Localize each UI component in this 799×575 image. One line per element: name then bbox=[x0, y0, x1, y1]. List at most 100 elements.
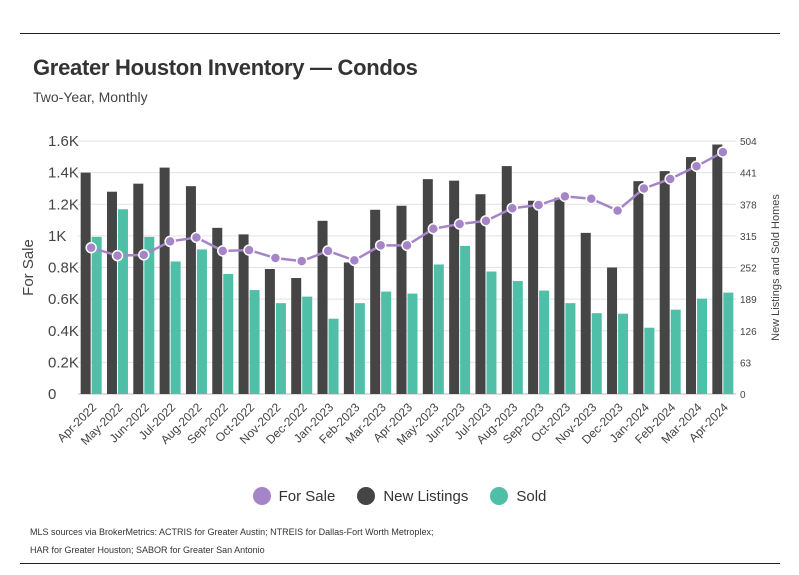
y2-tick-label: 63 bbox=[740, 358, 752, 369]
y2-tick-label: 189 bbox=[740, 295, 757, 306]
bar-sold bbox=[381, 291, 392, 394]
bar-sold bbox=[249, 290, 260, 394]
bar-new-listings bbox=[396, 205, 407, 394]
bar-sold bbox=[91, 236, 102, 394]
bar-new-listings bbox=[633, 181, 644, 394]
bar-sold bbox=[670, 309, 681, 394]
point-for-sale bbox=[322, 245, 334, 257]
legend-swatch-new-listings bbox=[357, 487, 376, 505]
bar-new-listings bbox=[370, 209, 381, 394]
bar-sold bbox=[275, 303, 286, 394]
point-for-sale bbox=[374, 239, 387, 252]
legend-swatch-for-sale bbox=[252, 487, 271, 505]
bar-sold bbox=[644, 327, 655, 394]
bar-sold bbox=[170, 261, 181, 394]
y2-tick-label: 378 bbox=[740, 200, 757, 211]
bar-new-listings bbox=[528, 200, 539, 394]
bar-new-listings bbox=[501, 166, 512, 394]
point-for-sale bbox=[138, 249, 150, 261]
point-for-sale bbox=[401, 239, 413, 252]
legend-item-sold: Sold bbox=[490, 487, 546, 505]
legend-item-for-sale: For Sale bbox=[252, 487, 335, 505]
point-for-sale bbox=[506, 202, 519, 214]
bar-sold bbox=[144, 236, 155, 394]
bar-new-listings bbox=[712, 144, 723, 394]
point-for-sale bbox=[164, 235, 176, 248]
bar-sold bbox=[302, 296, 313, 394]
point-for-sale bbox=[611, 204, 624, 217]
bar-new-listings bbox=[291, 278, 302, 394]
bar-new-listings bbox=[212, 227, 223, 394]
bar-new-listings bbox=[106, 191, 117, 394]
top-rule bbox=[20, 33, 780, 34]
bar-new-listings bbox=[475, 194, 486, 394]
bar-new-listings bbox=[449, 180, 460, 394]
point-for-sale bbox=[190, 231, 203, 244]
bar-sold bbox=[539, 290, 550, 394]
point-for-sale bbox=[690, 160, 703, 173]
bar-new-listings bbox=[238, 234, 249, 394]
bar-new-listings bbox=[133, 183, 144, 394]
legend-swatch-sold bbox=[490, 487, 509, 505]
y-tick-label: 0.4K bbox=[48, 323, 79, 340]
bar-sold bbox=[460, 245, 471, 394]
point-for-sale bbox=[717, 146, 729, 158]
y2-tick-label: 126 bbox=[740, 327, 757, 338]
y-tick-label: 0.6K bbox=[48, 291, 79, 308]
y2-tick-label: 441 bbox=[740, 169, 757, 180]
y-tick-label: 1.6K bbox=[48, 133, 79, 150]
bar-new-listings bbox=[185, 186, 196, 394]
bar-sold bbox=[591, 313, 602, 394]
point-for-sale bbox=[453, 218, 466, 230]
legend-label-new-listings: New Listings bbox=[383, 487, 469, 505]
bottom-rule bbox=[20, 563, 780, 564]
point-for-sale bbox=[85, 241, 97, 254]
bar-sold bbox=[117, 209, 128, 394]
y2-tick-label: 252 bbox=[740, 264, 757, 275]
bar-new-listings bbox=[80, 172, 91, 394]
bar-new-listings bbox=[607, 267, 618, 394]
chart: 0 0.2K 0.4K 0.6K 0.8K 1K 1.2K 1.4K 1.6K 0 63 126 189… bbox=[20, 133, 782, 448]
bar-sold bbox=[697, 298, 708, 394]
point-for-sale bbox=[295, 255, 308, 267]
bar-sold bbox=[486, 271, 497, 394]
y-tick-label: 0 bbox=[48, 386, 56, 403]
y-tick-label: 1.2K bbox=[48, 196, 79, 213]
y-tick-label: 1.4K bbox=[48, 165, 79, 182]
bar-new-listings bbox=[159, 167, 170, 394]
bar-sold bbox=[565, 303, 576, 394]
y2-tick-label: 504 bbox=[740, 137, 757, 148]
source-note: MLS sources via BrokerMetrics: ACTRIS fo… bbox=[30, 527, 434, 555]
point-for-sale bbox=[243, 244, 255, 256]
bar-sold bbox=[723, 292, 734, 394]
point-for-sale bbox=[348, 254, 361, 267]
y2-tick-label: 315 bbox=[740, 232, 757, 243]
point-for-sale bbox=[638, 182, 650, 195]
page-title: Greater Houston Inventory — Condos bbox=[33, 55, 418, 80]
point-for-sale bbox=[111, 249, 124, 262]
y-tick-label: 1K bbox=[48, 228, 66, 245]
bar-new-listings bbox=[580, 232, 591, 394]
point-for-sale bbox=[532, 199, 545, 211]
legend-item-new-listings: New Listings bbox=[357, 487, 468, 505]
point-for-sale bbox=[664, 173, 676, 185]
bar-sold bbox=[512, 281, 523, 394]
y2-axis-title: New Listings and Sold Homes bbox=[770, 194, 782, 341]
bar-sold bbox=[354, 303, 365, 394]
legend: For Sale New Listings Sold bbox=[0, 487, 799, 505]
point-for-sale bbox=[217, 245, 229, 257]
bar-sold bbox=[196, 249, 207, 394]
bar-sold bbox=[433, 264, 444, 394]
bar-new-listings bbox=[422, 179, 433, 394]
bar-new-listings bbox=[264, 269, 275, 394]
bar-sold bbox=[407, 293, 418, 394]
bar-sold bbox=[223, 274, 234, 394]
y-axis-title: For Sale bbox=[20, 239, 37, 296]
bar-sold bbox=[328, 318, 339, 394]
bar-new-listings bbox=[317, 220, 328, 394]
legend-label-sold: Sold bbox=[516, 487, 547, 505]
bar-new-listings bbox=[343, 262, 354, 394]
bar-new-listings bbox=[686, 157, 697, 394]
point-for-sale bbox=[559, 190, 571, 203]
bar-sold bbox=[618, 313, 629, 394]
